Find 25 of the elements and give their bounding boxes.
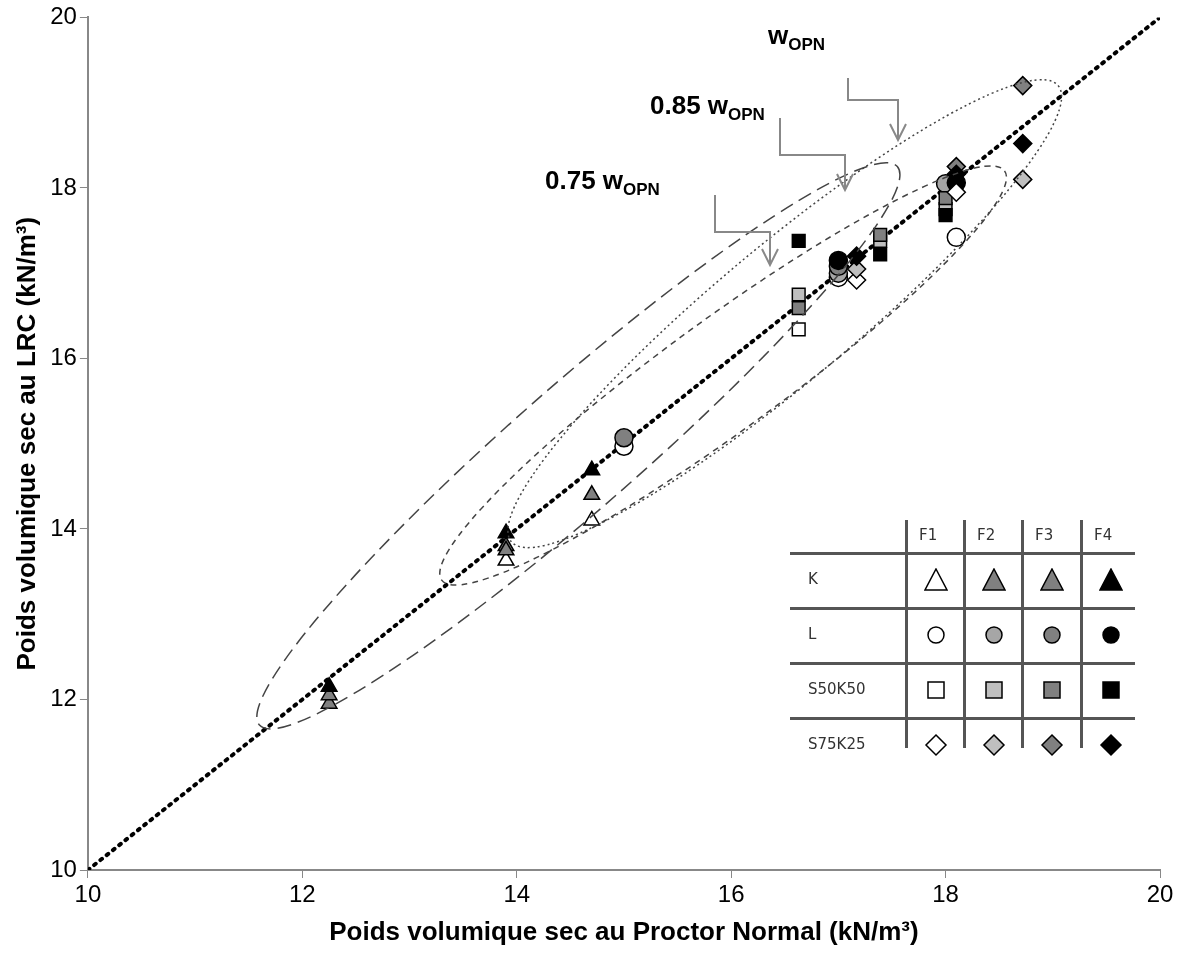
annotation: K (808, 570, 818, 588)
annotation: L (808, 625, 817, 643)
y-tick-label: 20 (50, 2, 77, 30)
annotation: F3 (1035, 526, 1054, 544)
x-axis-title: Poids volumique sec au Proctor Normal (kN/m³) (329, 915, 919, 946)
x-tick-label: 10 (74, 880, 102, 908)
x-tick-label: 12 (288, 880, 316, 908)
x-tick-label: 18 (932, 880, 959, 908)
annotation: F1 (919, 526, 938, 544)
annotation: 0.75 w$_{OPN}$ (545, 165, 660, 201)
annotation: w$_{OPN}$ (768, 20, 826, 56)
y-axis-title: Poids volumique sec au LRC (kN/m³) (10, 216, 41, 671)
annotation: F2 (977, 526, 996, 544)
y-tick-label: 12 (50, 684, 77, 712)
annotation: S75K25 (808, 735, 866, 753)
annotation: 0.85 w$_{OPN}$ (650, 90, 765, 126)
y-tick-label: 16 (50, 343, 77, 371)
annotation: F4 (1094, 526, 1113, 544)
y-tick-label: 14 (50, 513, 77, 541)
y-tick-label: 18 (50, 172, 77, 200)
y-tick-label: 10 (50, 854, 77, 882)
annotation: S50K50 (808, 680, 866, 698)
x-tick-label: 20 (1146, 880, 1174, 908)
x-tick-label: 16 (717, 880, 745, 908)
x-tick-label: 14 (503, 880, 531, 908)
